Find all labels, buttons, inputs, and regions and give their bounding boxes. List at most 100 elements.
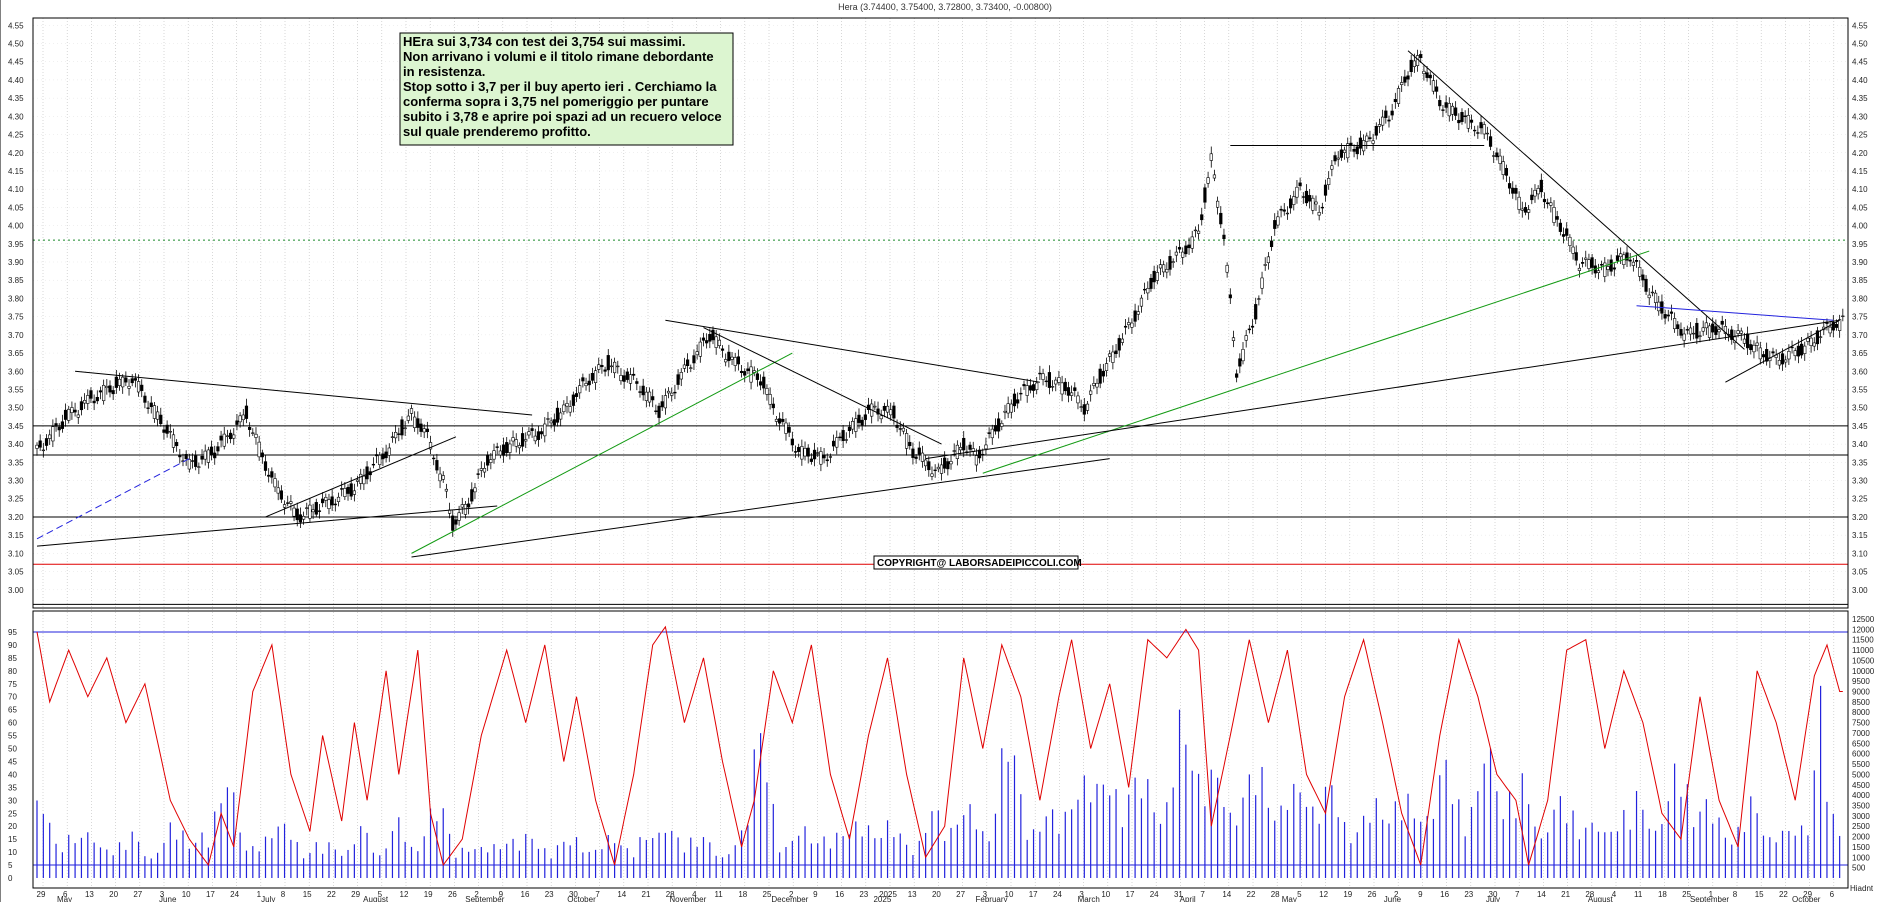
price-candle: [394, 425, 398, 444]
candle-body: [1476, 132, 1480, 134]
candle-body: [365, 466, 369, 480]
price-candle: [936, 463, 940, 473]
price-candle: [831, 434, 836, 452]
candle-body: [1412, 60, 1416, 67]
price-candle: [295, 502, 299, 527]
candle-body: [438, 473, 442, 482]
candle-body: [324, 496, 328, 501]
candle-body: [895, 424, 899, 428]
candle-body: [1419, 54, 1423, 58]
candle-body: [403, 427, 407, 429]
candle-body: [505, 442, 509, 454]
price-candle: [806, 444, 810, 464]
candle-body: [666, 390, 671, 394]
candle-body: [1079, 406, 1083, 408]
candle-body: [695, 351, 699, 356]
price-candle: [222, 426, 226, 450]
candle-body: [298, 514, 303, 523]
price-candle: [140, 379, 144, 398]
price-candle: [387, 443, 391, 462]
candle-body: [1346, 143, 1350, 159]
price-candle: [1625, 246, 1629, 268]
candle-body: [432, 457, 436, 460]
candle-body: [1571, 246, 1575, 254]
date-tick-label: 29: [37, 890, 46, 899]
price-tick-label-right: 4.30: [1852, 112, 1868, 121]
price-candle: [1812, 337, 1816, 352]
oscillator-tick-label: 55: [8, 732, 17, 741]
candle-body: [1263, 264, 1267, 266]
price-candle: [1784, 355, 1788, 368]
price-candle: [1746, 326, 1750, 356]
candle-body: [1139, 297, 1144, 307]
price-candle: [632, 367, 636, 380]
price-candle: [333, 498, 337, 512]
price-tick-label-left: 3.45: [8, 422, 24, 431]
candle-body: [136, 381, 141, 393]
price-candle: [781, 412, 785, 425]
candle-body: [1819, 336, 1823, 338]
price-candle: [1571, 240, 1575, 260]
price-candle: [181, 453, 185, 467]
price-candle: [1012, 388, 1017, 412]
candle-body: [1536, 188, 1540, 195]
price-candle: [1387, 115, 1391, 128]
candle-body: [825, 459, 829, 462]
candle-body: [1165, 268, 1169, 273]
price-candle: [1076, 391, 1080, 410]
price-candle: [327, 493, 331, 515]
candle-body: [1181, 251, 1185, 258]
price-candle: [1533, 184, 1537, 203]
candle-body: [943, 457, 947, 469]
candle-body: [1701, 327, 1705, 332]
price-tick-label-left: 3.15: [8, 531, 24, 540]
price-candle: [1114, 344, 1118, 358]
price-candle: [524, 432, 528, 449]
candle-body: [578, 385, 582, 394]
price-candle: [1495, 147, 1499, 161]
candle-body: [822, 454, 826, 459]
price-candle: [660, 394, 664, 411]
price-candle: [968, 441, 972, 457]
candle-body: [555, 407, 560, 423]
date-tick-label: 14: [1537, 890, 1546, 899]
price-candle: [701, 332, 706, 347]
candle-body: [124, 377, 128, 383]
candle-body: [1803, 345, 1807, 354]
date-tick-label: 10: [1101, 890, 1110, 899]
price-candle: [1473, 125, 1477, 137]
price-candle: [1441, 104, 1445, 118]
date-tick-label: 21: [1561, 890, 1570, 899]
price-candle: [1371, 133, 1375, 151]
candle-body: [270, 471, 274, 478]
price-candle: [695, 344, 699, 360]
candle-body: [489, 459, 493, 463]
price-candle: [1752, 340, 1756, 359]
candle-body: [89, 390, 93, 399]
price-candle: [190, 453, 195, 469]
candle-body: [76, 414, 80, 418]
candle-body: [83, 400, 87, 404]
candle-body: [374, 454, 379, 457]
price-candle: [1815, 326, 1820, 351]
price-candle: [1768, 350, 1772, 368]
candle-body: [1050, 386, 1055, 388]
price-candle: [1063, 378, 1067, 395]
volume-tick-label: 2000: [1852, 833, 1870, 842]
candle-body: [286, 502, 290, 504]
price-tick-label-left: 3.65: [8, 349, 24, 358]
price-candle: [911, 442, 915, 465]
price-candle: [1676, 321, 1680, 336]
candle-body: [222, 433, 226, 447]
candle-body: [546, 418, 550, 420]
candle-body: [1765, 349, 1769, 362]
date-tick-label: 21: [642, 890, 651, 899]
price-candle: [35, 442, 39, 456]
price-candle: [1603, 257, 1607, 283]
price-candle: [1358, 130, 1363, 156]
candle-body: [927, 461, 931, 471]
oscillator-tick-label: 80: [8, 667, 17, 676]
candle-body: [213, 452, 217, 459]
price-candle: [482, 462, 487, 478]
candle-body: [1060, 382, 1064, 395]
